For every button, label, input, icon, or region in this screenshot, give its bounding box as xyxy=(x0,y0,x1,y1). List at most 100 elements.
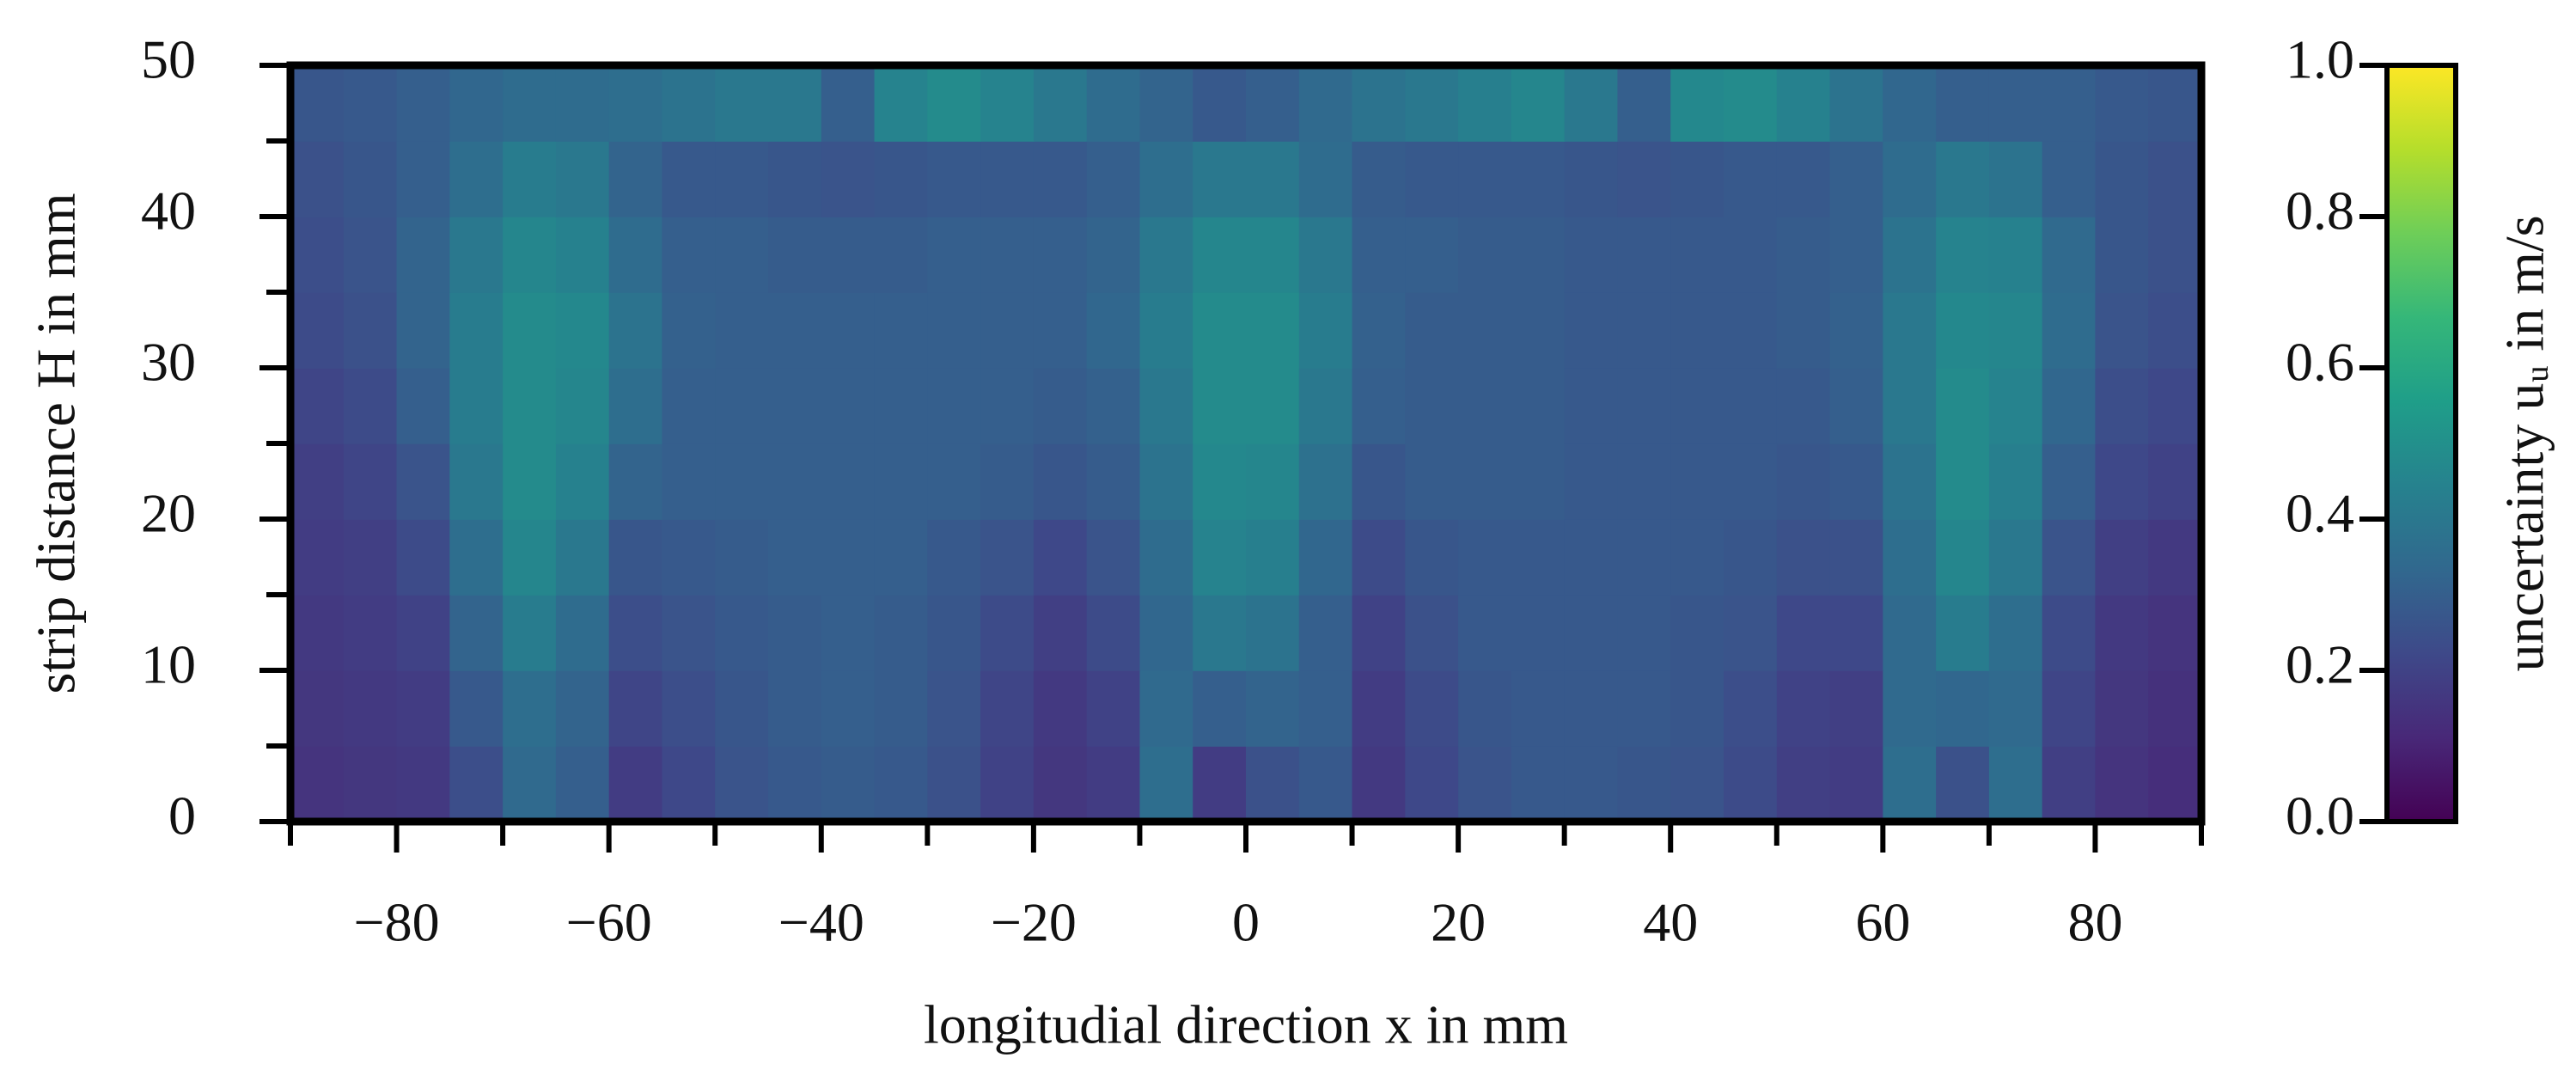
heatmap-cell xyxy=(555,65,610,142)
heatmap-cell xyxy=(449,217,504,293)
heatmap-cell xyxy=(1405,368,1459,444)
heatmap-cell xyxy=(343,595,398,671)
heatmap-cell xyxy=(1936,217,1990,293)
y-tick-label: 10 xyxy=(141,634,196,695)
heatmap-cell xyxy=(1193,292,1247,369)
heatmap-cell xyxy=(1086,595,1141,671)
heatmap-cell xyxy=(1776,65,1831,142)
heatmap-cell xyxy=(290,217,345,293)
heatmap-cell xyxy=(1829,65,1884,142)
heatmap-cell xyxy=(1511,368,1566,444)
x-tick-label: −60 xyxy=(566,892,652,953)
heatmap-cell xyxy=(715,595,769,671)
heatmap-cell xyxy=(396,519,451,596)
heatmap-cell xyxy=(555,368,610,444)
heatmap-cell xyxy=(555,141,610,217)
heatmap-cell xyxy=(1829,292,1884,369)
heatmap-cell xyxy=(980,65,1035,142)
heatmap-cell xyxy=(343,443,398,520)
heatmap-cell xyxy=(503,443,557,520)
heatmap-cell xyxy=(290,141,345,217)
heatmap-cell xyxy=(2148,746,2202,822)
heatmap-cell xyxy=(1883,141,1937,217)
heatmap-cell xyxy=(2042,65,2097,142)
heatmap-cell xyxy=(2042,368,2097,444)
heatmap-cell xyxy=(608,443,663,520)
heatmap-cell xyxy=(1246,65,1300,142)
heatmap-cell xyxy=(1139,217,1194,293)
heatmap-cell xyxy=(874,519,929,596)
heatmap-cell xyxy=(1564,670,1619,747)
heatmap-cell xyxy=(821,595,876,671)
heatmap-cell xyxy=(503,746,557,822)
heatmap-cell xyxy=(980,595,1035,671)
heatmap-cell xyxy=(1139,746,1194,822)
heatmap-cell xyxy=(1139,670,1194,747)
heatmap-cell xyxy=(1988,368,2043,444)
heatmap-cell xyxy=(1139,65,1194,142)
heatmap-cell xyxy=(503,65,557,142)
heatmap-cell xyxy=(927,670,981,747)
heatmap-cell xyxy=(1298,595,1353,671)
heatmap-cell xyxy=(1033,595,1088,671)
heatmap-cell xyxy=(1086,519,1141,596)
heatmap-cell xyxy=(290,746,345,822)
heatmap-cell xyxy=(1246,368,1300,444)
heatmap-cell xyxy=(2095,292,2150,369)
heatmap-cell xyxy=(1033,519,1088,596)
heatmap-cell xyxy=(1511,746,1566,822)
heatmap-cell xyxy=(1829,670,1884,747)
heatmap-cell xyxy=(1883,217,1937,293)
heatmap-cell xyxy=(1776,670,1831,747)
heatmap-cell xyxy=(1458,443,1512,520)
heatmap-cell xyxy=(290,292,345,369)
heatmap-cell xyxy=(1033,292,1088,369)
y-tick-label: 20 xyxy=(141,483,196,544)
heatmap-cell xyxy=(715,443,769,520)
heatmap-cell xyxy=(1617,443,1672,520)
heatmap-cell xyxy=(1776,746,1831,822)
heatmap-cell xyxy=(980,670,1035,747)
heatmap-cell xyxy=(715,65,769,142)
heatmap-cell xyxy=(874,217,929,293)
heatmap-cell xyxy=(662,595,717,671)
heatmap-cell xyxy=(396,443,451,520)
heatmap-cell xyxy=(1936,443,1990,520)
heatmap-cell xyxy=(608,595,663,671)
heatmap-cell xyxy=(1405,141,1459,217)
heatmap-cell xyxy=(343,217,398,293)
heatmap-cell xyxy=(768,141,822,217)
heatmap-cell xyxy=(1776,443,1831,520)
heatmap-cell xyxy=(1883,292,1937,369)
y-tick-label: 50 xyxy=(141,29,196,90)
heatmap-cell xyxy=(1617,519,1672,596)
heatmap-cell xyxy=(1193,746,1247,822)
heatmap-cell xyxy=(449,746,504,822)
heatmap-cell xyxy=(1936,519,1990,596)
heatmap-cell xyxy=(768,670,822,747)
heatmap-cell xyxy=(1511,141,1566,217)
heatmap-cell xyxy=(2148,141,2202,217)
heatmap-cell xyxy=(927,292,981,369)
heatmap-cell xyxy=(1829,595,1884,671)
heatmap-cell xyxy=(1298,670,1353,747)
heatmap-cell xyxy=(1670,141,1724,217)
heatmap-cell xyxy=(2148,217,2202,293)
x-tick-label: −40 xyxy=(778,892,864,953)
heatmap-cell xyxy=(1193,65,1247,142)
heatmap-cell xyxy=(1458,65,1512,142)
heatmap-cell xyxy=(768,443,822,520)
heatmap-cell xyxy=(343,368,398,444)
heatmap-cell xyxy=(1298,65,1353,142)
heatmap-cell xyxy=(821,217,876,293)
heatmap-cell xyxy=(608,141,663,217)
heatmap-cell xyxy=(1776,141,1831,217)
heatmap-cell xyxy=(449,443,504,520)
heatmap-cell xyxy=(1246,292,1300,369)
x-tick-label: 0 xyxy=(1232,892,1260,953)
heatmap-cell xyxy=(1298,443,1353,520)
heatmap-cell xyxy=(662,292,717,369)
heatmap-cell xyxy=(1936,65,1990,142)
heatmap-cell xyxy=(1033,65,1088,142)
